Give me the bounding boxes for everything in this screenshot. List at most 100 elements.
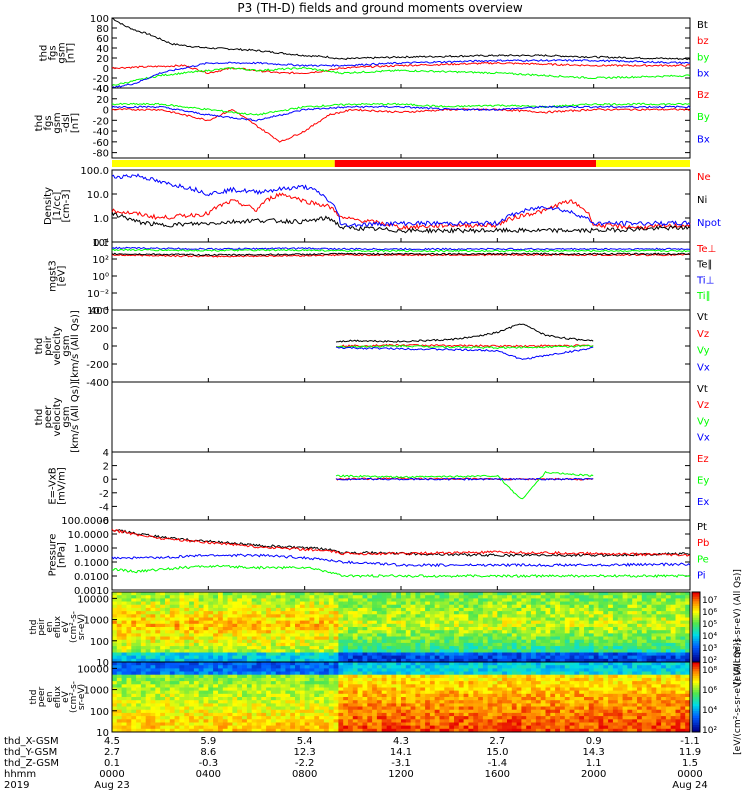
spectrogram-cell — [458, 674, 464, 679]
spectrogram-cell — [478, 636, 484, 641]
legend-entry-Te⊥: Te⊥ — [696, 244, 716, 255]
spectrogram-cell — [140, 658, 147, 663]
spectrogram-cell — [473, 633, 479, 637]
spectrogram-cell — [242, 595, 248, 599]
spectrogram-cell — [521, 611, 527, 615]
spectrogram-cell — [213, 709, 219, 714]
spectrogram-cell — [189, 725, 195, 730]
spectrogram-cell — [112, 690, 118, 695]
spectrogram-cell — [516, 687, 522, 692]
spectrogram-cell — [352, 598, 358, 602]
spectrogram-cell — [478, 712, 484, 717]
spectrogram-cell — [213, 646, 219, 650]
spectrogram-cell — [516, 623, 522, 628]
spectrogram-cell — [290, 633, 296, 637]
spectrogram-cell — [675, 633, 681, 637]
spectrogram-cell — [410, 614, 416, 618]
spectrogram-cell — [569, 630, 575, 634]
spectrogram-cell — [502, 646, 508, 650]
spectrogram-cell — [189, 671, 195, 676]
spectrogram-cell — [656, 636, 662, 641]
spectrogram-cell — [357, 709, 363, 714]
y-axis-label: eV — [61, 620, 71, 633]
spectrogram-cell — [507, 630, 513, 634]
spectrogram-cell — [304, 690, 310, 695]
spectrogram-cell — [333, 706, 339, 711]
spectrogram-cell — [323, 642, 330, 647]
spectrogram-cell — [463, 681, 469, 685]
spectrogram-cell — [319, 665, 325, 669]
spectrogram-cell — [497, 728, 503, 733]
spectrogram-cell — [680, 617, 686, 622]
spectrogram-cell — [637, 655, 643, 660]
spectrogram-cell — [237, 642, 243, 647]
y-tick-label: 100 — [90, 14, 109, 25]
spectrogram-cell — [555, 719, 561, 723]
spectrogram-cell — [126, 623, 132, 628]
spectrogram-cell — [275, 677, 281, 682]
spectrogram-cell — [193, 722, 200, 727]
spectrogram-cell — [328, 633, 334, 637]
spectrogram-cell — [155, 674, 161, 679]
spectrogram-cell — [270, 617, 277, 622]
spectrogram-cell — [213, 658, 219, 663]
spectrogram-cell — [280, 671, 286, 676]
spectrogram-cell — [203, 652, 209, 657]
spectrogram-cell — [323, 627, 330, 631]
spectrogram-cell — [131, 607, 137, 612]
spectrogram-cell — [463, 604, 469, 609]
spectrogram-cell — [246, 636, 253, 641]
spectrogram-cell — [420, 684, 426, 688]
spectrogram-cell — [468, 649, 474, 653]
spectrogram-cell — [179, 716, 185, 720]
spectrogram-cell — [646, 655, 652, 660]
spectrogram-cell — [391, 681, 397, 685]
spectrogram-cell — [425, 716, 431, 720]
spectrogram-cell — [309, 722, 315, 727]
spectrogram-cell — [362, 725, 368, 730]
spectrogram-cell — [237, 627, 243, 631]
spectrogram-cell — [121, 700, 127, 704]
spectrogram-cell — [497, 617, 503, 622]
spectrogram-cell — [550, 601, 556, 606]
spectrogram-cell — [425, 607, 431, 612]
spectrogram-cell — [203, 592, 209, 596]
spectrogram-cell — [338, 604, 344, 609]
spectrogram-cell — [603, 652, 609, 657]
spectrogram-cell — [319, 697, 325, 701]
spectrogram-cell — [145, 725, 151, 730]
spectrogram-cell — [150, 665, 156, 669]
spectrogram-cell — [280, 607, 286, 612]
spectrogram-cell — [367, 719, 373, 723]
spectrogram-cell — [193, 655, 200, 660]
spectrogram-cell — [299, 709, 306, 714]
spectrogram-cell — [473, 652, 479, 657]
spectrogram-cell — [160, 693, 166, 698]
spectrogram-cell — [285, 677, 291, 682]
spectrogram-cell — [328, 617, 334, 622]
spectrogram-cell — [502, 665, 508, 669]
spectrogram-cell — [319, 722, 325, 727]
spectrogram-cell — [401, 614, 407, 618]
spectrogram-cell — [675, 658, 681, 663]
spectrogram-cell — [492, 652, 498, 657]
spectrogram-cell — [309, 681, 315, 685]
spectrogram-cell — [285, 697, 291, 701]
spectrogram-cell — [246, 598, 253, 602]
spectrogram-cell — [612, 614, 619, 618]
spectrogram-cell — [165, 598, 171, 602]
spectrogram-cell — [261, 690, 267, 695]
spectrogram-cell — [487, 601, 493, 606]
spectrogram-cell — [454, 652, 460, 657]
spectrogram-cell — [521, 601, 527, 606]
y-tick-label: 0.0010 — [74, 586, 109, 597]
spectrogram-cell — [227, 703, 233, 707]
spectrogram-cell — [203, 611, 209, 615]
spectrogram-cell — [299, 671, 306, 676]
spectrogram-cell — [381, 690, 387, 695]
spectrogram-cell — [670, 652, 676, 657]
spectrogram-cell — [372, 674, 378, 679]
spectrogram-cell — [555, 620, 561, 625]
spectrogram-cell — [540, 709, 546, 714]
spectrogram-cell — [343, 716, 349, 720]
